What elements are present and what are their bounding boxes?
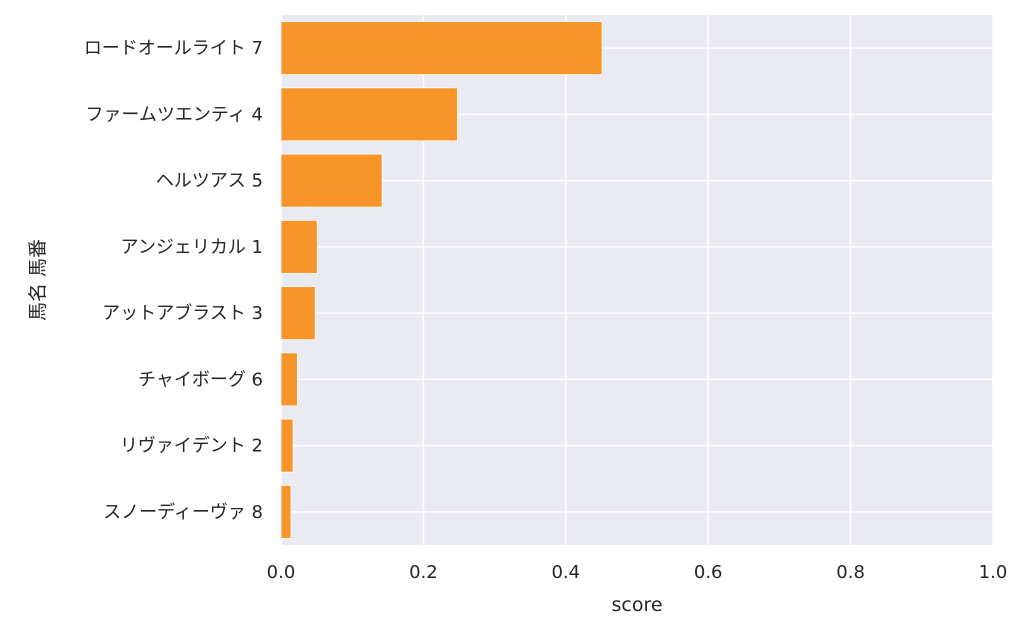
bar	[280, 219, 318, 274]
x-axis-title: score	[611, 594, 662, 616]
bar	[280, 418, 294, 473]
y-tick-labels: ロードオールライト 7 ファームツエンティ 4 ヘルツアス 5 アンジェリカル 1 アッ…	[84, 38, 263, 523]
y-tick-label: ヘルツアス 5	[156, 171, 263, 192]
bar	[280, 21, 603, 76]
bar	[280, 484, 292, 539]
y-tick-label: スノーディーヴァ 8	[103, 502, 263, 523]
y-tick-label: アンジェリカル 1	[121, 237, 263, 258]
x-tick-labels: 0.0 0.2 0.4 0.6 0.8 1.0	[267, 562, 1008, 583]
x-tick-label: 0.8	[836, 562, 865, 583]
x-tick-label: 0.2	[409, 562, 438, 583]
bars	[280, 21, 603, 539]
x-tick-label: 0.4	[551, 562, 580, 583]
x-tick-label: 0.6	[694, 562, 723, 583]
y-tick-label: リヴァイデント 2	[120, 436, 263, 457]
bar	[280, 286, 316, 341]
bar	[280, 153, 383, 208]
y-tick-label: チャイボーグ 6	[138, 369, 263, 390]
x-tick-label: 0.0	[267, 562, 296, 583]
y-tick-label: ファームツエンティ 4	[85, 104, 263, 125]
y-axis-title: 馬名 馬番	[27, 239, 49, 321]
y-tick-label: アットアブラスト 3	[102, 302, 263, 324]
y-tick-label: ロードオールライト 7	[84, 38, 263, 59]
x-tick-label: 1.0	[979, 562, 1008, 583]
bar	[280, 352, 298, 407]
bar	[280, 87, 458, 142]
